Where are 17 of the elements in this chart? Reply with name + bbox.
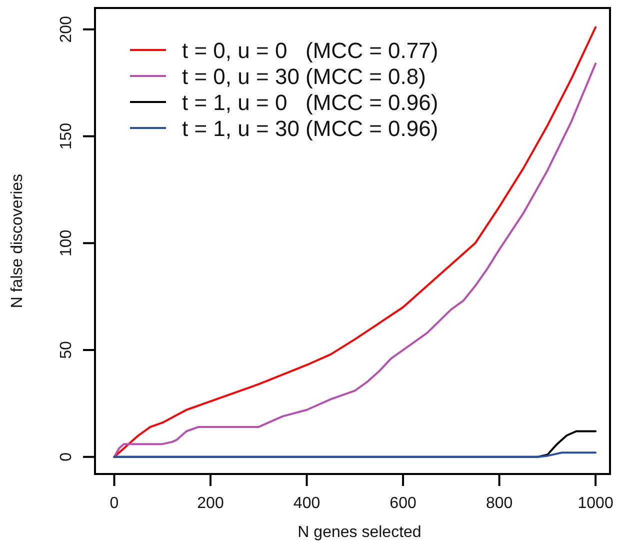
legend-label: t = 0, u = 0 (MCC = 0.77) <box>182 38 438 63</box>
legend-label: t = 1, u = 30 (MCC = 0.96) <box>182 116 438 141</box>
x-tick-label: 200 <box>197 495 224 512</box>
x-tick-label: 400 <box>293 495 320 512</box>
y-tick-label: 50 <box>58 341 75 359</box>
y-tick-label: 200 <box>58 16 75 43</box>
y-tick-label: 100 <box>58 230 75 256</box>
x-tick-label: 800 <box>486 495 513 512</box>
y-tick-label: 0 <box>58 452 75 462</box>
legend-label: t = 1, u = 0 (MCC = 0.96) <box>182 90 438 115</box>
x-tick-label: 0 <box>110 495 119 512</box>
x-tick-label: 1000 <box>578 495 614 512</box>
y-tick-label: 150 <box>58 122 75 150</box>
x-axis-title: N genes selected <box>298 524 422 541</box>
y-axis-title: N false discoveries <box>9 174 26 308</box>
legend-label: t = 0, u = 30 (MCC = 0.8) <box>182 64 426 89</box>
x-tick-label: 600 <box>390 495 416 512</box>
